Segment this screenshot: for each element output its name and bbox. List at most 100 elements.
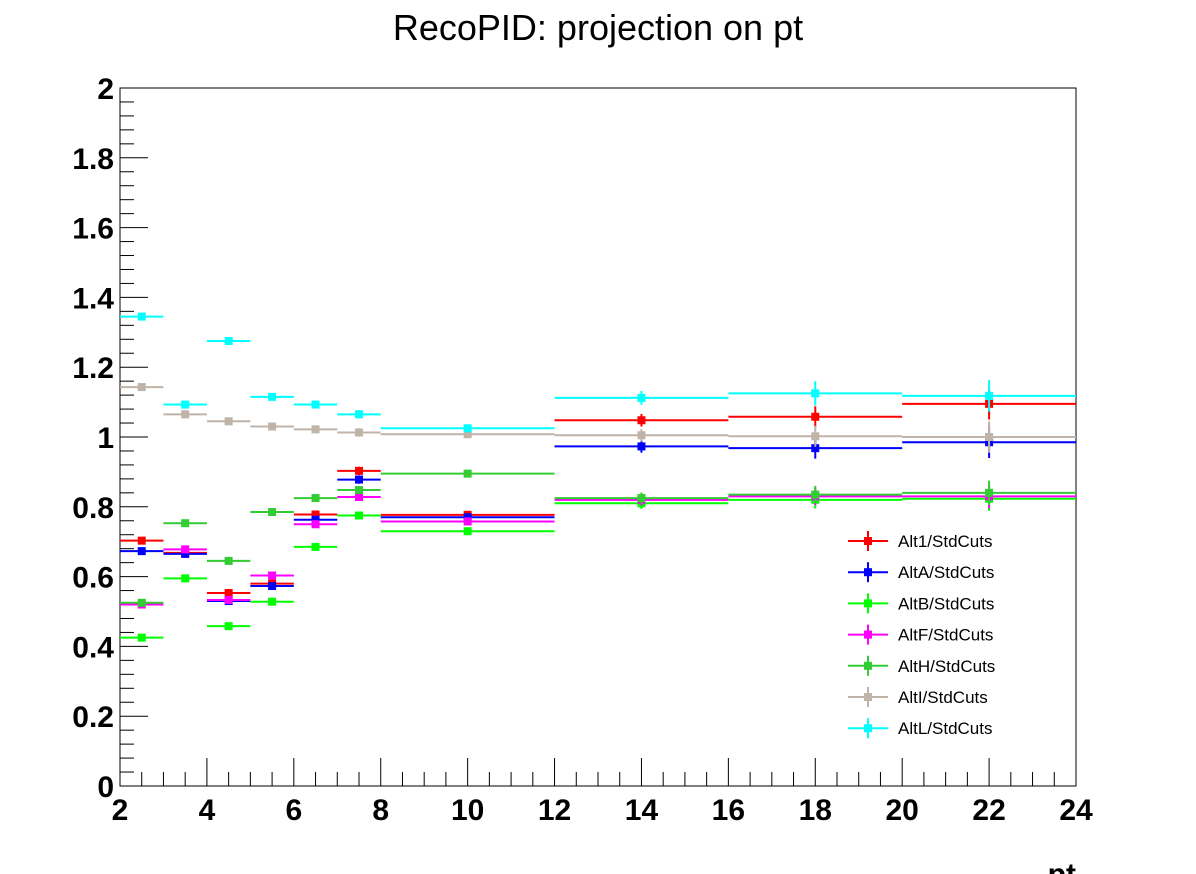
data-point xyxy=(181,410,190,419)
data-point xyxy=(463,527,472,536)
data-point xyxy=(224,337,233,346)
data-point xyxy=(311,510,320,519)
data-point xyxy=(137,633,146,642)
data-point xyxy=(355,410,363,419)
x-tick-label: 8 xyxy=(372,794,389,827)
legend-entry: AltI/StdCuts xyxy=(848,687,988,707)
x-axis-label: pt xyxy=(1048,858,1076,874)
data-point xyxy=(355,511,363,520)
data-point xyxy=(985,488,994,497)
data-point xyxy=(355,466,363,475)
legend-label: AltL/StdCuts xyxy=(898,719,993,738)
y-tick-label: 0.6 xyxy=(72,562,114,595)
legend-label: AltA/StdCuts xyxy=(898,563,994,582)
data-point xyxy=(637,393,646,402)
data-point xyxy=(463,430,472,439)
legend-entry: AltL/StdCuts xyxy=(848,718,993,739)
legend: Alt1/StdCuts AltA/StdCuts AltB/StdCuts AltF… xyxy=(848,531,995,739)
legend-label: AltI/StdCuts xyxy=(898,688,988,707)
legend-entry: AltB/StdCuts xyxy=(848,593,994,614)
data-point xyxy=(463,517,472,526)
y-tick-label: 0.8 xyxy=(72,492,114,525)
data-point xyxy=(311,400,320,409)
data-point xyxy=(811,444,820,453)
data-point xyxy=(311,515,320,524)
legend-marker-point xyxy=(864,599,872,608)
x-tick-label: 2 xyxy=(112,794,129,827)
data-point xyxy=(811,432,820,441)
data-point xyxy=(985,433,994,441)
x-tick-label: 14 xyxy=(625,794,659,827)
axes: 2 4 6 8 10 12 14 16 18 20 22 2400.20.40.60.811.21.4… xyxy=(72,73,1093,827)
data-point xyxy=(811,490,820,499)
series-group xyxy=(120,312,1076,433)
data-point xyxy=(811,412,820,421)
x-tick-label: 20 xyxy=(885,794,918,827)
data-point xyxy=(181,574,190,583)
data-point xyxy=(224,417,233,426)
y-tick-label: 1 xyxy=(97,422,114,455)
data-point xyxy=(224,595,233,604)
legend-marker-point xyxy=(864,693,872,701)
legend-label: AltF/StdCuts xyxy=(898,626,993,645)
x-tick-label: 6 xyxy=(285,794,302,827)
legend-marker-point xyxy=(864,661,872,670)
legend-entry: Alt1/StdCuts xyxy=(848,531,993,551)
series-group xyxy=(120,469,1076,607)
data-point xyxy=(463,424,472,433)
data-point xyxy=(268,582,277,591)
data-point xyxy=(181,519,190,528)
x-tick-label: 16 xyxy=(712,794,745,827)
data-point xyxy=(637,431,646,440)
data-point xyxy=(224,622,233,631)
data-series xyxy=(120,312,1076,642)
data-point xyxy=(463,513,472,522)
series-group xyxy=(120,383,1076,453)
legend-marker-point xyxy=(864,537,872,545)
y-tick-label: 1.4 xyxy=(72,282,114,315)
legend-entry: AltF/StdCuts xyxy=(848,624,993,645)
x-tick-label: 24 xyxy=(1059,794,1093,827)
legend-entry: AltH/StdCuts xyxy=(848,655,995,676)
data-point xyxy=(637,494,646,503)
data-point xyxy=(268,392,277,401)
data-point xyxy=(311,542,320,551)
data-point xyxy=(224,589,233,598)
legend-marker-point xyxy=(864,630,872,639)
y-tick-label: 1.8 xyxy=(72,143,114,176)
data-point xyxy=(224,556,233,565)
chart-title: RecoPID: projection on pt xyxy=(393,7,803,48)
data-point xyxy=(181,549,190,558)
data-point xyxy=(311,425,320,434)
data-point xyxy=(137,536,146,545)
data-point xyxy=(137,598,146,607)
legend-marker-point xyxy=(864,724,872,733)
legend-label: AltH/StdCuts xyxy=(898,657,995,676)
data-point xyxy=(463,469,472,478)
data-point xyxy=(637,442,646,451)
data-point xyxy=(355,475,363,484)
data-point xyxy=(355,428,363,437)
data-point xyxy=(268,597,277,606)
data-point xyxy=(311,494,320,503)
data-point xyxy=(985,391,994,400)
y-tick-label: 2 xyxy=(97,73,114,106)
x-tick-label: 22 xyxy=(972,794,1005,827)
y-tick-label: 1.6 xyxy=(72,213,114,246)
data-point xyxy=(637,416,646,425)
x-tick-label: 10 xyxy=(451,794,484,827)
y-tick-label: 0 xyxy=(97,771,114,804)
y-tick-label: 0.4 xyxy=(72,631,114,664)
data-point xyxy=(355,493,363,502)
data-point xyxy=(137,547,146,556)
data-point xyxy=(355,486,363,495)
y-tick-label: 1.2 xyxy=(72,352,114,385)
data-point xyxy=(181,545,190,554)
data-point xyxy=(268,571,277,580)
data-point xyxy=(181,400,190,409)
data-point xyxy=(137,312,146,321)
data-point xyxy=(311,520,320,529)
data-point xyxy=(268,508,277,517)
data-point xyxy=(811,389,820,398)
